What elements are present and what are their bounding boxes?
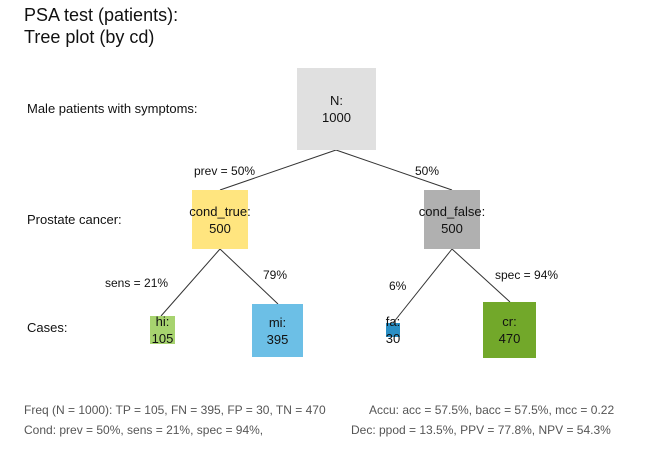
edge-label-sens: sens = 21% [105, 276, 169, 290]
edge-cond-true-mi [219, 248, 279, 305]
row-label-population: Male patients with symptoms: [27, 101, 198, 116]
edge-cond-false-cr [451, 248, 511, 303]
node-cond-false-value: 500 [441, 220, 463, 236]
node-cond-true-value: 500 [209, 220, 231, 236]
edge-label-miss-rate: 79% [263, 268, 288, 282]
node-mi-value: 395 [266, 331, 289, 347]
node-fa-value: 30 [385, 331, 401, 346]
footer-accu: Accu: acc = 57.5%, bacc = 57.5%, mcc = 0… [369, 403, 615, 417]
node-cond-true-name: cond_true: [189, 203, 251, 219]
node-mi-name: mi: [268, 314, 287, 330]
node-fa: fa: 30 [386, 314, 400, 346]
plot-title-line1: PSA test (patients): [24, 5, 179, 25]
node-hi-name: hi: [155, 314, 170, 329]
edge-root-cond-false [335, 149, 453, 191]
node-cr-name: cr: [502, 314, 517, 329]
edge-label-not-prev: 50% [415, 164, 440, 178]
edge-cond-false-fa [392, 248, 453, 324]
node-root-name: N: [330, 93, 343, 108]
node-cond-true: cond_true: 500 [189, 190, 251, 249]
node-hi-value: 105 [151, 331, 174, 346]
row-label-cases: Cases: [27, 320, 68, 335]
edge-label-spec: spec = 94% [495, 268, 559, 282]
edge-cond-true-hi [160, 248, 221, 317]
footer-cond: Cond: prev = 50%, sens = 21%, spec = 94%… [24, 423, 264, 437]
node-hi: hi: 105 [150, 314, 175, 346]
node-cr-value: 470 [498, 331, 521, 346]
node-cr: cr: 470 [483, 302, 536, 358]
node-root-value: 1000 [322, 110, 351, 125]
footer-dec: Dec: ppod = 13.5%, PPV = 77.8%, NPV = 54… [351, 423, 611, 437]
node-cond-false: cond_false: 500 [419, 190, 485, 249]
edge-label-fa-rate: 6% [389, 279, 407, 293]
node-root: N: 1000 [297, 68, 376, 150]
node-fa-name: fa: [385, 314, 401, 329]
edge-root-cond-true [219, 149, 337, 191]
edge-label-prev: prev = 50% [194, 164, 256, 178]
node-mi: mi: 395 [252, 304, 303, 357]
plot-title-line2: Tree plot (by cd) [24, 27, 155, 47]
row-label-condition: Prostate cancer: [27, 212, 122, 227]
footer-freq: Freq (N = 1000): TP = 105, FN = 395, FP … [24, 403, 326, 417]
node-cond-false-name: cond_false: [418, 203, 486, 219]
